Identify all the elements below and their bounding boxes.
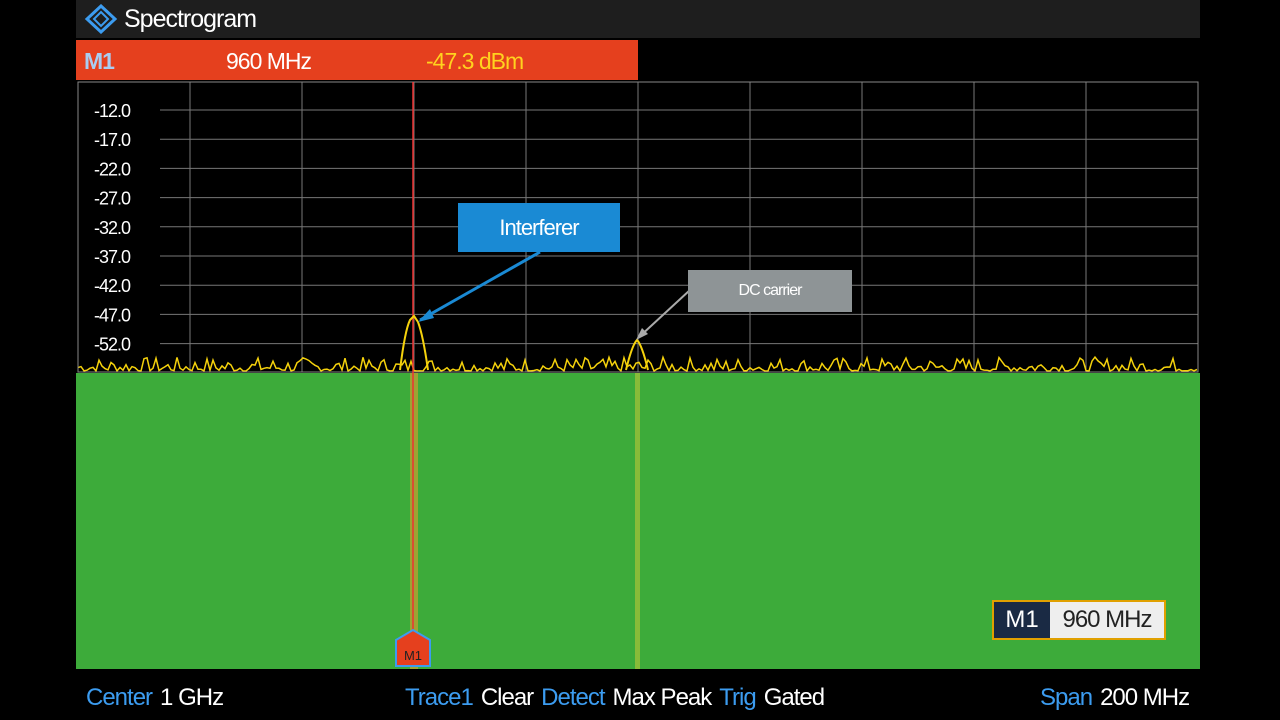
label: Center: [86, 684, 153, 711]
y-tick-label: -42.0: [94, 276, 131, 296]
marker-tag: M1: [404, 648, 422, 663]
logo: [84, 4, 118, 34]
value: Gated: [763, 684, 825, 711]
y-tick-label: -32.0: [94, 218, 131, 238]
annotation-interferer: Interferer: [458, 203, 620, 252]
marker-id: M1: [84, 48, 115, 74]
value: 1 GHz: [160, 684, 224, 711]
noise-trace: [77, 354, 1198, 373]
title-bar: Spectrogram: [76, 0, 1200, 38]
y-tick-label: -52.0: [94, 335, 131, 355]
label: Trace1: [405, 684, 474, 711]
y-tick-label: -37.0: [94, 247, 131, 267]
y-tick-label: -17.0: [94, 130, 131, 150]
marker-info: M1 960 MHz: [992, 600, 1166, 640]
label: Trig: [719, 684, 756, 711]
interferer-peak: [399, 314, 429, 371]
carrier-peak: [625, 338, 649, 371]
value: Clear: [480, 684, 534, 711]
interferer-trace: [410, 373, 418, 669]
marker-info-id: M1: [994, 602, 1050, 638]
arrow-head: [418, 309, 434, 322]
center-setting[interactable]: Center 1 GHz: [86, 684, 231, 712]
marker-level: -47.3 dBm: [426, 48, 524, 74]
value: 200 MHz: [1100, 684, 1190, 711]
interferer-arrow: [419, 250, 541, 322]
marker-info-frequency: 960 MHz: [1050, 602, 1164, 638]
carrier-arrow: [637, 289, 691, 339]
title: Spectrogram: [124, 5, 257, 33]
y-tick-label: -47.0: [94, 305, 131, 325]
carrier-trace: [635, 373, 640, 669]
marker-frequency: 960 MHz: [226, 48, 312, 74]
marker-tag-shape: [395, 628, 431, 667]
annotation-dc-carrier: DC carrier: [688, 270, 852, 312]
marker-bar: M1 960 MHz -47.3 dBm: [76, 40, 638, 80]
label: Detect: [541, 684, 605, 711]
y-tick-label: -27.0: [94, 189, 131, 209]
plot-frame: [77, 81, 1199, 373]
trace-setting[interactable]: Trace1 Clear Detect Max Peak Trig Gated: [405, 684, 832, 712]
value: Max Peak: [612, 684, 713, 711]
arrow-head: [636, 328, 648, 340]
label: Span: [1040, 684, 1093, 711]
span-setting[interactable]: Span 200 MHz: [1040, 684, 1197, 712]
y-tick-label: -22.0: [94, 159, 131, 179]
y-tick-label: -12.0: [94, 101, 131, 121]
